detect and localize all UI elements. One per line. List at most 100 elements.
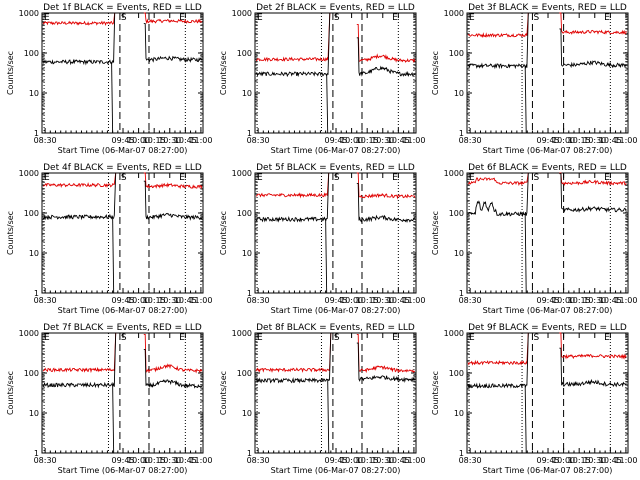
end-marker-label: E <box>392 333 398 343</box>
panel-3: Det 3f BLACK = Events, RED = LLD 1 10 100 10… <box>431 3 637 155</box>
y-axis-label: Counts/sec <box>219 211 228 255</box>
x-tick-label: 08:30 <box>247 136 270 145</box>
x-axis-label: Start Time (06-Mar-07 08:27:00) <box>271 146 401 155</box>
y-tick-label: 1000 <box>232 329 252 338</box>
end-marker-label: E <box>179 333 185 343</box>
y-tick-label: 100 <box>449 49 464 58</box>
panel-title: Det 5f BLACK = Events, RED = LLD <box>256 163 415 173</box>
events-series-segment <box>559 28 627 69</box>
events-series-segment <box>255 332 332 384</box>
lld-series-segment <box>143 172 203 190</box>
end-marker-label: E <box>392 173 398 183</box>
y-tick-label: 10 <box>454 89 464 98</box>
panel-8: Det 8f BLACK = Events, RED = LLD 1 10 100 10… <box>219 323 425 475</box>
x-tick-label: 10:45 <box>599 296 622 305</box>
y-axis-label: Counts/sec <box>6 371 15 415</box>
lld-series-segment <box>43 172 117 188</box>
x-axis-label: Start Time (06-Mar-07 08:27:00) <box>483 146 613 155</box>
panel-1: Det 1f BLACK = Events, RED = LLD 1 10 100 10… <box>6 3 212 155</box>
y-axis-label: Counts/sec <box>6 211 15 255</box>
x-tick-label: 10:00 <box>552 136 575 145</box>
plot-frame <box>466 172 629 294</box>
x-tick-label: 10:30 <box>371 136 394 145</box>
x-tick-label: 08:30 <box>34 136 57 145</box>
y-tick-label: 1 <box>34 129 39 138</box>
edge-marker-label: E <box>469 173 475 183</box>
panel-5: Det 5f BLACK = Events, RED = LLD 1 10 100 10… <box>219 163 425 315</box>
x-tick-label: 09:45 <box>111 296 134 305</box>
x-tick-label: 08:30 <box>459 136 482 145</box>
y-axis-label: Counts/sec <box>431 51 440 95</box>
events-series-segment <box>255 12 331 78</box>
y-tick-label: 10 <box>242 249 252 258</box>
panel-title: Det 4f BLACK = Events, RED = LLD <box>43 163 202 173</box>
y-tick-label: 100 <box>24 209 39 218</box>
x-tick-label: 10:30 <box>583 296 606 305</box>
events-dropout <box>112 216 115 294</box>
x-tick-label: 09:45 <box>111 456 134 465</box>
x-tick-label: 10:45 <box>599 456 622 465</box>
x-tick-label: 10:30 <box>158 456 181 465</box>
events-dropout <box>326 73 329 134</box>
plot-frame <box>466 332 629 454</box>
x-tick-label: 09:45 <box>324 456 347 465</box>
x-tick-label: 09:45 <box>536 456 559 465</box>
y-tick-label: 100 <box>24 369 39 378</box>
start-marker-label: S <box>533 173 539 183</box>
y-axis-label: Counts/sec <box>431 211 440 255</box>
y-tick-label: 1 <box>247 449 252 458</box>
edge-marker-label: E <box>44 333 50 343</box>
events-series-segment <box>356 183 415 224</box>
lld-series-segment <box>559 172 627 187</box>
x-tick-label: 10:15 <box>356 296 379 305</box>
x-tick-label: 11:00 <box>402 456 425 465</box>
events-series-segment <box>467 12 529 70</box>
lld-series-segment <box>467 332 529 366</box>
events-series-segment <box>559 347 627 388</box>
events-series-segment <box>42 172 117 221</box>
panel-7: Det 7f BLACK = Events, RED = LLD 1 10 100 10… <box>6 323 212 475</box>
x-tick-label: 10:15 <box>568 136 591 145</box>
panel-6: Det 6f BLACK = Events, RED = LLD 1 10 100 10… <box>431 163 637 315</box>
y-tick-label: 10 <box>242 409 252 418</box>
edge-marker-label: E <box>257 173 263 183</box>
end-marker-label: E <box>392 13 398 23</box>
x-tick-label: 08:30 <box>247 456 270 465</box>
y-tick-label: 100 <box>449 209 464 218</box>
end-marker-label: E <box>604 333 610 343</box>
y-tick-label: 10 <box>29 249 39 258</box>
plot-frame <box>41 332 204 454</box>
x-tick-label: 08:30 <box>34 456 57 465</box>
y-tick-label: 10 <box>29 409 39 418</box>
x-tick-label: 08:30 <box>34 296 57 305</box>
x-tick-label: 10:15 <box>143 296 166 305</box>
y-axis-label: Counts/sec <box>6 51 15 95</box>
x-tick-label: 10:15 <box>143 136 166 145</box>
lld-series-segment <box>255 332 332 373</box>
x-axis-label: Start Time (06-Mar-07 08:27:00) <box>58 466 188 475</box>
y-tick-label: 10 <box>29 89 39 98</box>
x-tick-label: 11:00 <box>189 456 212 465</box>
x-tick-label: 10:00 <box>340 136 363 145</box>
plot-frame <box>254 12 417 134</box>
x-tick-label: 10:30 <box>371 296 394 305</box>
events-series-segment <box>467 332 529 389</box>
x-tick-label: 10:00 <box>552 456 575 465</box>
edge-marker-label: E <box>44 13 50 23</box>
x-tick-label: 10:45 <box>387 296 410 305</box>
end-marker-label: E <box>179 13 185 23</box>
x-tick-label: 10:30 <box>158 136 181 145</box>
lld-series-segment <box>42 332 117 374</box>
x-tick-label: 10:45 <box>599 136 622 145</box>
x-tick-label: 09:45 <box>324 136 347 145</box>
panel-2: Det 2f BLACK = Events, RED = LLD 1 10 100 10… <box>219 3 425 155</box>
y-axis-label: Counts/sec <box>219 51 228 95</box>
y-tick-label: 100 <box>449 369 464 378</box>
events-dropout <box>111 61 114 134</box>
x-tick-label: 10:45 <box>387 456 410 465</box>
x-tick-label: 11:00 <box>614 136 637 145</box>
panel-9: Det 9f BLACK = Events, RED = LLD 1 10 100 10… <box>431 323 637 475</box>
y-tick-label: 1 <box>247 129 252 138</box>
end-marker-label: E <box>179 173 185 183</box>
